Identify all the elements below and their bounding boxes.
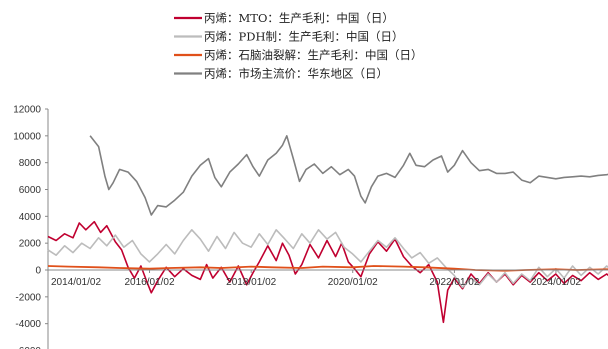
series-line-4: [89, 135, 608, 216]
series-line-2: [47, 229, 608, 289]
legend: 丙烯：MTO：生产毛利：中国（日） 丙烯：PDH制：生产毛利：中国（日） 丙烯：石脑…: [174, 11, 423, 81]
y-tick-label: 4000: [19, 212, 42, 223]
y-tick-label: 0: [35, 266, 41, 277]
x-tick-label: 2020/01/02: [328, 277, 378, 288]
legend-label-2: 丙烯：PDH制：生产毛利：中国（日）: [204, 30, 404, 44]
legend-label-1: 丙烯：MTO：生产毛利：中国（日）: [204, 11, 394, 25]
y-tick-label: 2000: [19, 239, 42, 250]
y-axis: 12000 10000 8000 6000 4000 2000 0 -2000 -4000 -60…: [13, 105, 49, 349]
x-tick-label: 2014/01/02: [51, 277, 101, 288]
y-tick-label: -4000: [15, 319, 41, 330]
x-tick-label: 2016/01/02: [124, 277, 174, 288]
series-line-1: [47, 220, 608, 324]
plot-area: [47, 135, 608, 324]
x-tick-label: 2022/01/02: [429, 277, 479, 288]
y-tick-label: 6000: [19, 185, 42, 196]
y-tick-label: -2000: [15, 292, 41, 303]
x-tick-label: 2024/01/02: [531, 277, 581, 288]
y-tick-label: -6000: [15, 346, 41, 349]
y-tick-label: 12000: [13, 105, 41, 116]
x-tick-label: 2018/01/02: [226, 277, 276, 288]
legend-label-3: 丙烯：石脑油裂解：生产毛利：中国（日）: [204, 48, 423, 62]
y-tick-label: 10000: [13, 131, 41, 142]
y-tick-label: 8000: [19, 158, 42, 169]
legend-label-4: 丙烯：市场主流价：华东地区（日）: [204, 67, 388, 81]
x-axis: 2014/01/02 2016/01/02 2018/01/02 2020/01/02…: [47, 269, 608, 288]
